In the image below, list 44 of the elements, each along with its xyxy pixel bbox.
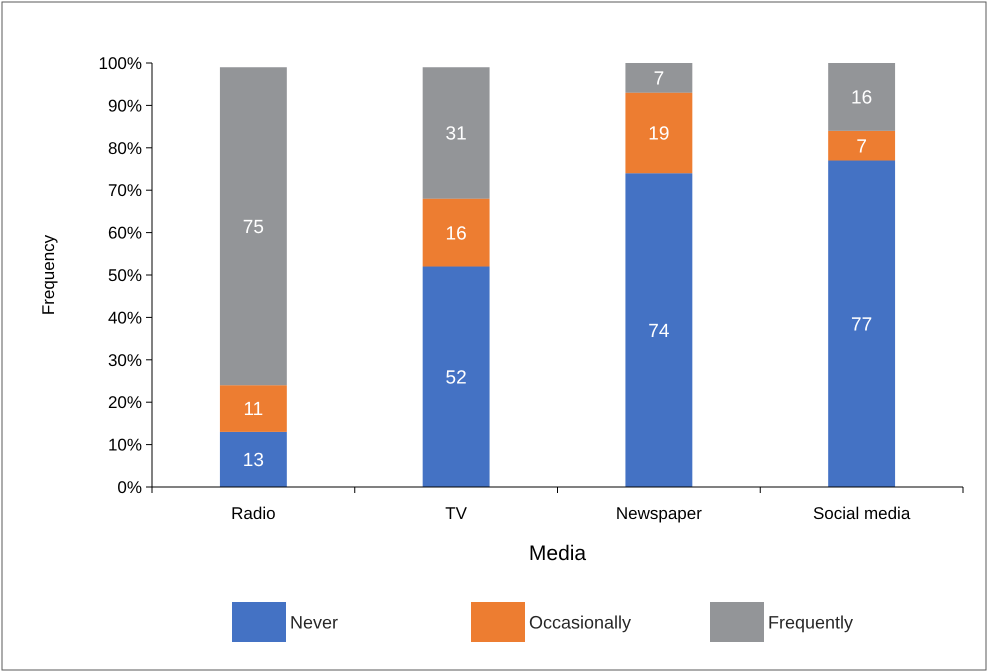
data-label: 7 <box>654 68 664 90</box>
data-label: 74 <box>648 320 670 342</box>
bar <box>220 385 287 432</box>
data-label: 11 <box>244 399 264 420</box>
bar <box>422 67 490 199</box>
legend-label: Occasionally <box>529 612 632 632</box>
x-tick-label: Social media <box>812 504 911 523</box>
bar <box>828 130 896 161</box>
bar <box>220 432 287 487</box>
y-tick-label: 40% <box>108 308 142 328</box>
bar <box>422 198 490 267</box>
data-label: 19 <box>648 124 670 145</box>
data-label: 77 <box>851 314 872 336</box>
y-tick-label: 80% <box>108 138 142 158</box>
data-label: 7 <box>856 136 867 158</box>
y-tick-label: 70% <box>108 181 142 200</box>
legend-label: Never <box>290 612 338 632</box>
data-label: 52 <box>446 367 467 388</box>
bar <box>220 67 287 386</box>
bar <box>828 160 896 487</box>
y-tick-label: 10% <box>108 436 142 455</box>
y-axis-title: Frequency <box>39 234 58 316</box>
x-axis-title: Media <box>528 542 586 565</box>
x-tick-label: TV <box>445 504 468 523</box>
y-tick-label: 50% <box>108 266 142 285</box>
y-tick-label: 20% <box>108 393 142 412</box>
data-label: 13 <box>242 450 264 472</box>
data-label: 75 <box>242 216 264 238</box>
y-tick-label: 60% <box>108 224 142 243</box>
x-tick-label: Radio <box>231 504 276 523</box>
data-label: 16 <box>446 223 467 244</box>
y-tick-label: 0% <box>117 478 142 497</box>
y-tick-label: 100% <box>98 54 142 73</box>
legend-label: Frequently <box>768 612 854 632</box>
y-tick-label: 90% <box>108 96 142 116</box>
y-tick-label: 30% <box>108 350 142 370</box>
data-label: 16 <box>851 88 872 109</box>
bar <box>422 266 490 487</box>
bar <box>625 92 692 174</box>
data-label: 31 <box>446 124 467 145</box>
x-tick-label: Newspaper <box>616 504 702 523</box>
bar <box>828 63 896 131</box>
bar <box>625 173 692 487</box>
bar <box>625 63 692 93</box>
